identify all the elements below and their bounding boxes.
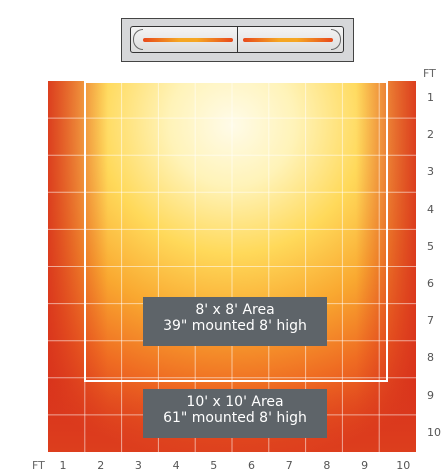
- x-tick-label: 9: [361, 459, 369, 472]
- x-tick-label: 1: [59, 459, 67, 472]
- outer-area-label: 10' x 10' Area 61" mounted 8' high: [143, 389, 327, 438]
- y-tick-label: 2: [427, 128, 434, 142]
- inner-area-mounting: 39" mounted 8' high: [163, 318, 307, 334]
- inner-area-label: 8' x 8' Area 39" mounted 8' high: [143, 297, 327, 346]
- outer-area-mounting: 61" mounted 8' high: [163, 410, 307, 426]
- x-tick-label: 7: [285, 459, 293, 472]
- heater-icon: [121, 18, 354, 62]
- inner-area-size: 8' x 8' Area: [195, 302, 275, 318]
- inner-area-outline: [84, 81, 388, 382]
- y-tick-label: 4: [427, 202, 434, 216]
- y-unit-label: FT: [423, 67, 436, 80]
- y-tick-label: 5: [427, 239, 434, 253]
- x-unit-label: FT: [32, 459, 45, 472]
- x-tick-label: 6: [248, 459, 255, 472]
- y-tick-label: 1: [427, 91, 434, 104]
- y-tick-label: 8: [427, 351, 434, 365]
- x-tick-label: 2: [97, 459, 105, 472]
- y-tick-label: 6: [427, 277, 434, 290]
- x-tick-label: 4: [172, 459, 180, 472]
- outer-area-size: 10' x 10' Area: [186, 394, 284, 410]
- heat-map: 8' x 8' Area 39" mounted 8' high 10' x 1…: [48, 81, 416, 452]
- heater-end-cap-left: [133, 29, 143, 50]
- y-tick-label: 9: [427, 388, 434, 402]
- y-tick-label: 10: [427, 425, 441, 439]
- heater-divider: [237, 27, 238, 52]
- y-tick-label: 3: [427, 165, 434, 179]
- x-tick-label: 8: [323, 459, 331, 472]
- x-tick-label: 10: [396, 459, 411, 472]
- y-tick-label: 7: [427, 314, 434, 328]
- x-tick-label: 3: [134, 459, 142, 472]
- heater-end-cap-right: [331, 29, 341, 50]
- x-tick-label: 5: [210, 459, 218, 472]
- heater-body: [130, 26, 344, 53]
- heating-element-left: [143, 38, 233, 42]
- heating-element-right: [243, 38, 333, 42]
